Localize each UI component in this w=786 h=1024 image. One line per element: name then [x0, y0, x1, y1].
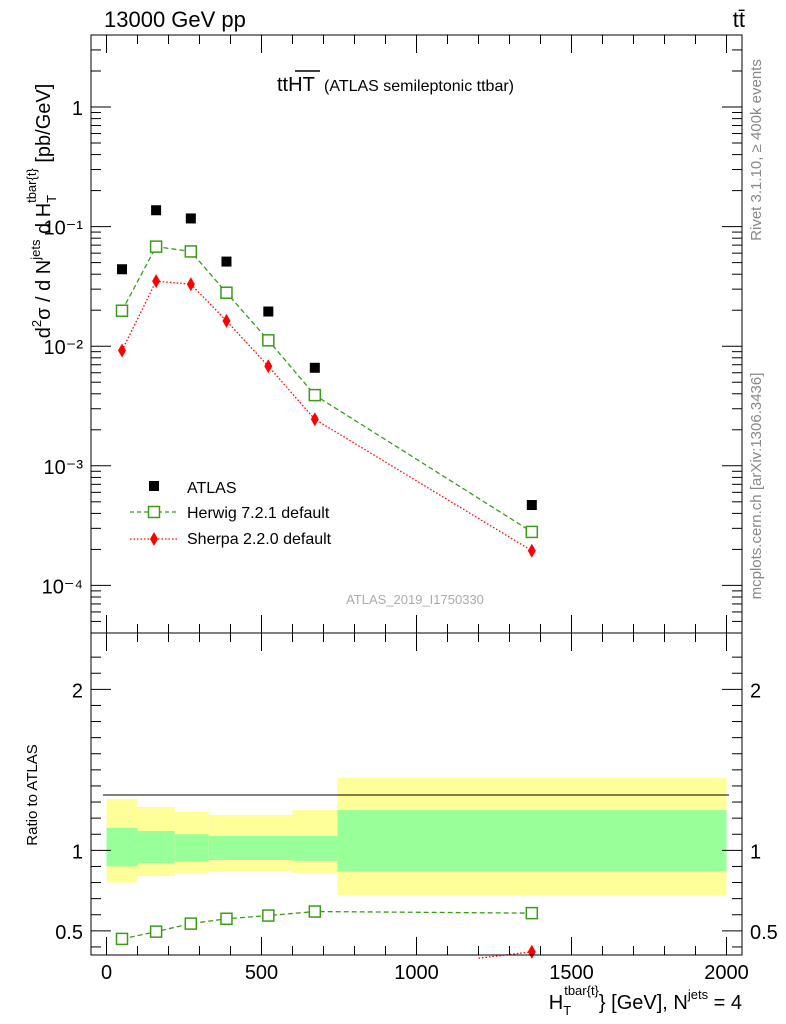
chart-title-overline: HT — [288, 74, 314, 96]
ratio-y-axis-label: Ratio to ATLAS — [24, 744, 41, 845]
herwig-point — [262, 334, 275, 347]
atlas-data-point — [117, 264, 127, 275]
x-tick-label: 0 — [101, 962, 112, 984]
sherpa-point — [264, 359, 273, 374]
herwig-point — [525, 525, 539, 539]
herwig-point — [115, 304, 129, 317]
ratio-y-tick-label: 1 — [72, 841, 83, 863]
ratio-uncertainty-bands — [106, 777, 727, 896]
atlas-data-point — [151, 205, 162, 216]
ratio-line-0 — [121, 910, 532, 940]
sherpa-point — [186, 277, 195, 292]
atlas-data-point — [309, 362, 320, 373]
chart-title-main: tt — [277, 74, 289, 96]
legend-marker-sherpa — [150, 532, 158, 546]
legend-label-atlas: ATLAS — [187, 480, 237, 497]
ratio-panel: 0.5 0.5 1 1 2 2 0 500 1000 1500 2000 Ratio to ATLA… — [24, 632, 778, 1018]
ratio-series-layer — [115, 905, 539, 959]
main-y-tick-label: 10⁻³ — [44, 457, 84, 479]
ratio-herwig-point — [220, 912, 233, 926]
ratio-y-tick-label-right: 1 — [750, 841, 761, 863]
sherpa-point — [222, 313, 231, 328]
series-line-1 — [121, 245, 533, 533]
legend: ATLAS Herwig 7.2.1 default Sherpa 2.2.0 … — [130, 480, 332, 548]
main-panel: 10⁻⁴ 10⁻³ 10⁻² 10⁻¹ 1 ttHT (ATLAS semilepton… — [24, 34, 743, 634]
main-y-tick-label: 10⁻⁴ — [42, 576, 83, 598]
main-axis-ticks: 10⁻⁴ 10⁻³ 10⁻² 10⁻¹ 1 — [42, 35, 742, 633]
atlas-data-point — [526, 500, 537, 511]
chart-title-rest: (ATLAS semileptonic ttbar) — [324, 78, 514, 95]
ratio-inner-band — [292, 835, 338, 861]
ratio-y-tick-label: 2 — [72, 680, 83, 702]
sherpa-point — [527, 543, 536, 558]
sherpa-point — [152, 274, 161, 289]
legend-marker-herwig — [147, 505, 161, 519]
main-y-tick-label: 10⁻² — [44, 337, 84, 359]
ratio-inner-band — [208, 835, 293, 861]
chart-title: ttHT (ATLAS semileptonic ttbar) — [277, 74, 514, 96]
ratio-y-tick-label: 0.5 — [55, 922, 83, 944]
ratio-herwig-point — [525, 906, 539, 920]
ratio-herwig-point — [149, 925, 163, 938]
ratio-y-tick-label-right: 2 — [750, 680, 761, 702]
atlas-data-point — [263, 306, 274, 317]
legend-label-herwig: Herwig 7.2.1 default — [187, 505, 330, 522]
ratio-herwig-point — [115, 932, 129, 946]
legend-marker-atlas — [149, 481, 159, 491]
rivet-label: Rivet 3.1.10, ≥ 400k events — [748, 59, 765, 241]
main-y-tick-label: 10⁻¹ — [44, 218, 84, 240]
x-tick-label: 1500 — [549, 962, 594, 984]
ratio-axis-ticks: 0.5 0.5 1 1 2 2 0 500 1000 1500 2000 — [55, 633, 778, 984]
x-tick-label: 500 — [245, 962, 278, 984]
legend-label-sherpa: Sherpa 2.2.0 default — [187, 531, 332, 548]
atlas-data-point — [221, 256, 232, 267]
sherpa-point — [310, 412, 319, 427]
x-tick-label: 2000 — [704, 962, 749, 984]
ratio-x-axis-label: HTtbar{t}} [GeV], Njets = 4 — [549, 983, 742, 1018]
atlas-data-point — [185, 213, 196, 224]
x-tick-label: 1000 — [394, 962, 439, 984]
ratio-inner-band — [106, 827, 138, 867]
sherpa-point — [118, 343, 126, 358]
energy-label: 13000 GeV pp — [104, 7, 246, 32]
mcplots-label: mcplots.cern.ch [arXiv:1306.3436] — [748, 373, 765, 600]
ratio-herwig-point — [184, 917, 198, 930]
herwig-point — [308, 388, 322, 402]
analysis-watermark: ATLAS_2019_I1750330 — [346, 592, 484, 607]
herwig-point — [149, 240, 163, 253]
herwig-point — [184, 245, 198, 258]
main-series-layer — [115, 205, 539, 558]
herwig-point — [220, 286, 233, 299]
process-label: tt̄ — [733, 7, 745, 32]
ratio-herwig-point — [308, 905, 322, 918]
ratio-inner-band — [137, 831, 175, 864]
ratio-inner-band — [174, 834, 209, 862]
ratio-sherpa-point — [527, 944, 536, 959]
ratio-herwig-point — [262, 909, 275, 922]
main-y-axis-label: d2σ / d Njets d HTtbar{t} [pb/GeV] — [24, 84, 59, 339]
ratio-inner-band — [337, 810, 727, 872]
ratio-y-tick-label-right: 0.5 — [750, 922, 778, 944]
main-y-tick-label: 1 — [72, 98, 83, 120]
